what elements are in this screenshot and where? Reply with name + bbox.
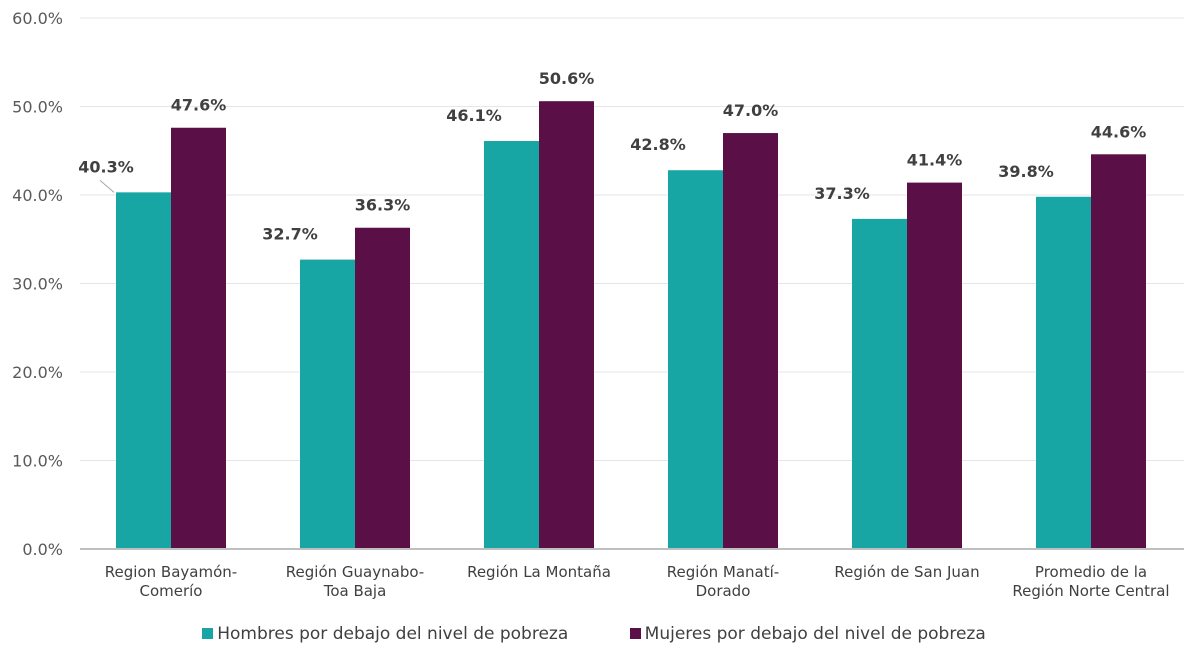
bar [300,259,355,549]
category-label: Comerío [139,582,202,600]
y-tick-label: 40.0% [12,186,63,205]
bar [1036,196,1091,549]
legend-item-hombres: Hombres por debajo del nivel de pobreza [202,624,568,644]
bar [1091,154,1146,550]
bar [723,133,778,550]
bar [116,192,171,549]
category-label: Región La Montaña [467,563,611,581]
category-label: Región Guaynabo- [286,563,424,581]
category-label: Promedio de la [1035,563,1147,581]
category-label: Región de San Juan [834,563,979,581]
bar [907,182,962,550]
bar [852,218,907,549]
bar [171,127,226,550]
data-label: 50.6% [539,69,595,88]
data-label: 32.7% [262,225,318,244]
legend: Hombres por debajo del nivel de pobreza … [0,624,1188,644]
legend-item-mujeres: Mujeres por debajo del nivel de pobreza [629,624,986,644]
data-labels: 40.3% 47.6% 32.7% 36.3% 46.1% 50.6% 42.8% 47.0%… [78,69,1146,243]
category-label: Región Manatí- [667,563,779,581]
bar-chart: 0.0% 10.0% 20.0% 30.0% 40.0% 50.0% 60.0% 40.3%… [12,9,1184,600]
x-axis-categories: Region Bayamón-Comerío Región Guaynabo-To… [105,563,1170,600]
legend-label-hombres: Hombres por debajo del nivel de pobreza [217,624,569,644]
data-label: 41.4% [907,151,963,170]
category-label: Region Bayamón- [105,563,237,581]
y-tick-label: 60.0% [12,9,63,28]
bar [484,141,539,549]
category-label: Dorado [696,582,751,600]
gridlines [80,17,1184,461]
y-tick-label: 10.0% [12,452,63,471]
data-label: 46.1% [446,106,502,125]
y-tick-label: 0.0% [22,540,63,559]
y-tick-label: 20.0% [12,363,63,382]
data-label: 40.3% [78,157,134,176]
data-label: 44.6% [1091,122,1147,141]
legend-label-mujeres: Mujeres por debajo del nivel de pobreza [644,624,986,644]
data-label-leader-line [99,179,115,193]
bars [116,101,1146,550]
y-axis-ticks: 0.0% 10.0% 20.0% 30.0% 40.0% 50.0% 60.0% [12,9,63,559]
data-label: 36.3% [355,196,411,215]
data-label: 37.3% [814,184,870,203]
bar [355,227,410,549]
bar [668,170,723,549]
data-label: 47.6% [171,96,227,115]
data-label: 42.8% [630,135,686,154]
data-label: 47.0% [723,101,779,120]
data-label: 39.8% [998,162,1054,181]
legend-swatch-hombres [202,628,214,639]
legend-swatch-mujeres [629,628,641,639]
y-tick-label: 50.0% [12,98,63,117]
y-tick-label: 30.0% [12,275,63,294]
category-label: Región Norte Central [1012,582,1169,600]
category-label: Toa Baja [323,582,387,600]
bar [539,101,594,549]
